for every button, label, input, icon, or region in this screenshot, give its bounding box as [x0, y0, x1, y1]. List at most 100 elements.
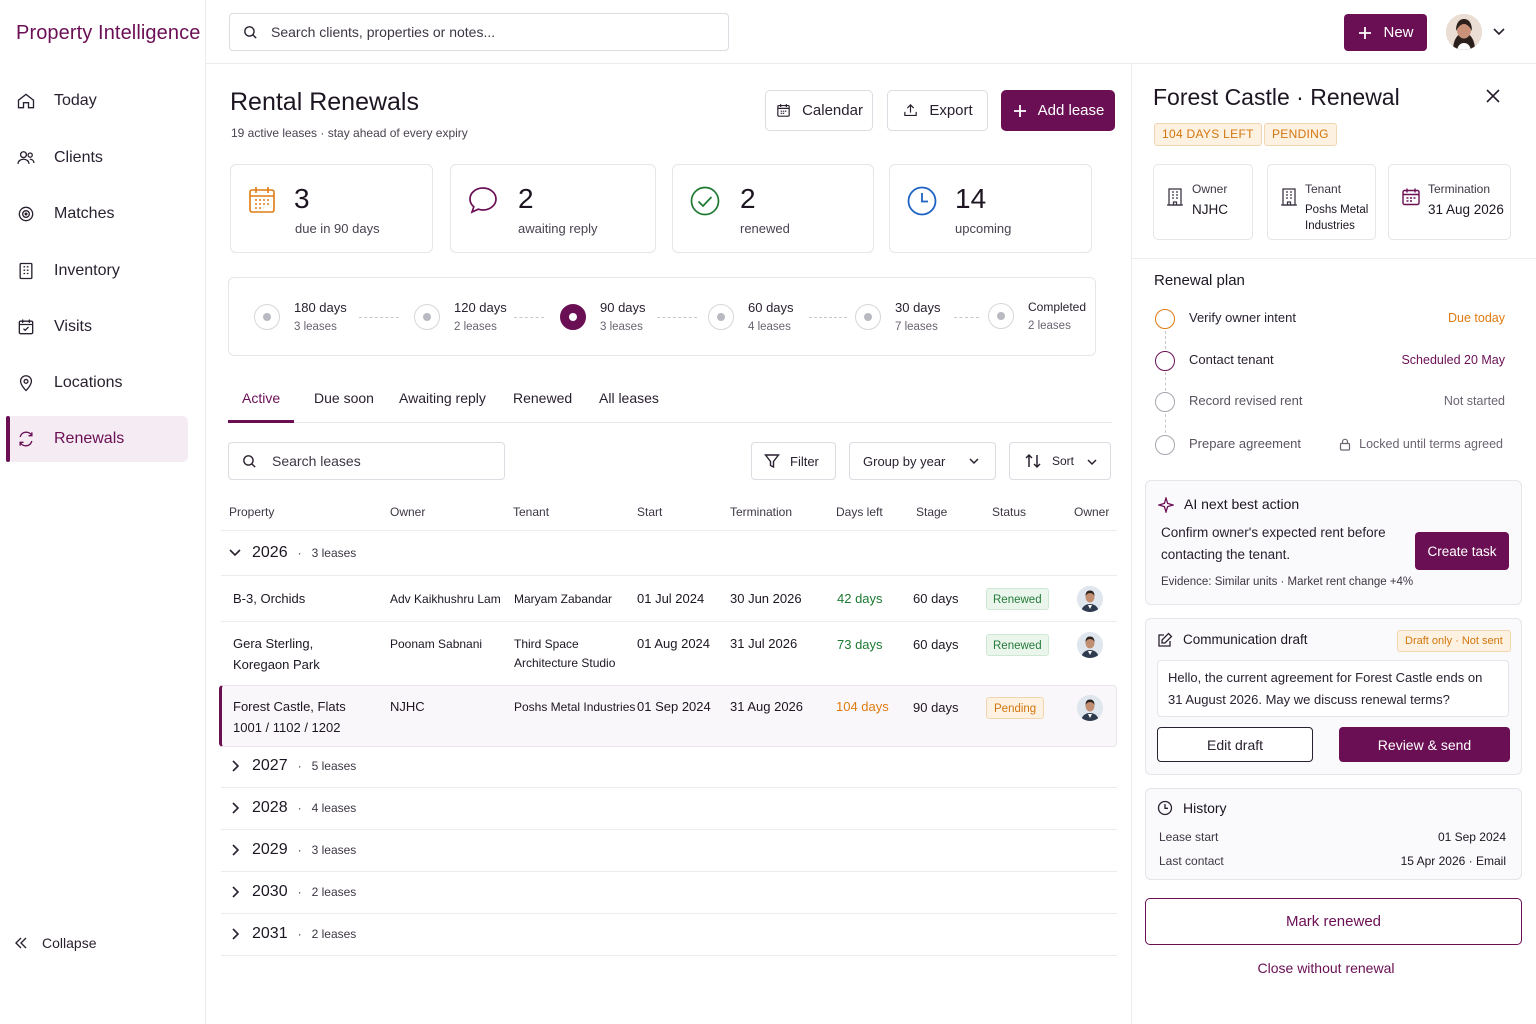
cell-property: Forest Castle, Flats [233, 699, 346, 714]
clock-icon [907, 186, 937, 216]
year-group-2026[interactable]: 2026 · 3 leases [228, 544, 356, 562]
sidebar-item-label: Locations [54, 374, 123, 391]
sidebar-item-clients[interactable]: Clients [6, 135, 188, 181]
column-header-start[interactable]: Start [637, 505, 663, 519]
close-icon[interactable] [1485, 88, 1501, 104]
column-header-tenant[interactable]: Tenant [513, 505, 550, 519]
add-lease-button[interactable]: Add lease [1001, 90, 1115, 131]
column-header-status[interactable]: Status [992, 505, 1027, 519]
user-avatar[interactable] [1446, 14, 1482, 50]
draft-message-box[interactable] [1157, 660, 1509, 717]
edit-draft-button[interactable]: Edit draft [1157, 727, 1313, 762]
stage-dot [708, 303, 734, 330]
global-search[interactable] [229, 13, 729, 51]
pipeline-stage-30[interactable]: 30 days 7 leases [855, 300, 941, 333]
year-group-2031[interactable]: 2031 · 2 leases [228, 925, 356, 943]
stat-card-renewed[interactable]: 2 renewed [672, 164, 874, 253]
table-divider [221, 871, 1117, 872]
year-group-2029[interactable]: 2029 · 3 leases [228, 841, 356, 859]
ai-card-text-line2: contacting the tenant. [1161, 547, 1291, 562]
pipeline-stage-180[interactable]: 180 days 3 leases [254, 300, 347, 333]
brand-logo[interactable]: Property Intelligence [16, 22, 201, 44]
pipeline-stage-60[interactable]: 60 days 4 leases [708, 300, 794, 333]
column-header-owner-agent[interactable]: Owner [1074, 505, 1110, 519]
group-separator: · [297, 885, 302, 899]
table-divider [221, 575, 1117, 576]
tab-all-leases[interactable]: All leases [599, 390, 659, 406]
collapse-button[interactable]: Collapse [14, 935, 96, 951]
sidebar-item-visits[interactable]: Visits [6, 304, 188, 350]
year-group-2027[interactable]: 2027 · 5 leases [228, 757, 356, 775]
group-count: 2 leases [311, 927, 357, 941]
group-by-select[interactable]: Group by year [849, 442, 996, 480]
table-row-selected[interactable] [219, 685, 1117, 747]
tab-due-soon[interactable]: Due soon [314, 390, 374, 406]
column-header-stage[interactable]: Stage [916, 505, 948, 519]
plan-step-contact-tenant[interactable]: Contact tenant Scheduled 20 May [1155, 350, 1505, 372]
new-button[interactable]: New [1344, 14, 1427, 51]
panel-divider [1131, 258, 1536, 259]
cell-termination: 30 Jun 2026 [730, 591, 802, 606]
step-label: Contact tenant [1189, 352, 1274, 367]
sidebar-item-matches[interactable]: Matches [6, 191, 188, 237]
agent-avatar[interactable] [1077, 695, 1103, 721]
owner-card[interactable]: Owner NJHC [1153, 164, 1253, 240]
termination-card[interactable]: Termination 31 Aug 2026 [1388, 164, 1511, 240]
tab-renewed[interactable]: Renewed [513, 390, 573, 406]
export-button[interactable]: Export [887, 90, 988, 131]
search-icon [243, 454, 256, 468]
lease-search-input[interactable] [272, 453, 492, 469]
tab-awaiting-reply[interactable]: Awaiting reply [399, 390, 486, 406]
plus-icon [1013, 104, 1026, 117]
step-circle [1155, 309, 1175, 329]
sidebar-item-label: Inventory [54, 262, 120, 279]
column-header-days-left[interactable]: Days left [836, 505, 883, 519]
agent-avatar[interactable] [1077, 632, 1103, 658]
stat-card-upcoming[interactable]: 14 upcoming [889, 164, 1092, 253]
sparkle-icon [1158, 497, 1174, 513]
sort-button[interactable]: Sort [1009, 442, 1111, 480]
year-group-2028[interactable]: 2028 · 4 leases [228, 799, 356, 817]
plan-step-verify-owner[interactable]: Verify owner intent Due today [1155, 308, 1505, 330]
sidebar-item-inventory[interactable]: Inventory [6, 248, 188, 294]
ai-card-title: AI next best action [1184, 496, 1300, 512]
step-circle [1155, 351, 1175, 371]
close-without-renewal-link[interactable]: Close without renewal [1257, 960, 1395, 976]
tenant-card[interactable]: Tenant Poshs Metal Industries [1267, 164, 1376, 240]
termination-label: Termination [1428, 182, 1491, 196]
column-header-termination[interactable]: Termination [730, 505, 793, 519]
sidebar [0, 0, 206, 1024]
calendar-button[interactable]: Calendar [765, 90, 873, 131]
sidebar-item-renewals[interactable]: Renewals [6, 416, 188, 462]
group-year: 2030 [252, 883, 288, 900]
filter-button[interactable]: Filter [751, 442, 836, 480]
lease-search[interactable] [228, 442, 505, 480]
stage-count: 3 leases [294, 321, 337, 333]
global-search-input[interactable] [271, 24, 691, 40]
tab-active[interactable]: Active [242, 390, 281, 406]
year-group-2030[interactable]: 2030 · 2 leases [228, 883, 356, 901]
sort-icon [1025, 453, 1041, 469]
sidebar-item-today[interactable]: Today [6, 78, 188, 124]
plan-step-record-rent[interactable]: Record revised rent Not started [1155, 391, 1505, 413]
chevron-down-icon[interactable] [1493, 27, 1505, 37]
history-value: 01 Sep 2024 [1437, 830, 1506, 844]
agent-avatar[interactable] [1077, 586, 1103, 612]
create-task-button[interactable]: Create task [1415, 532, 1509, 570]
pipeline-stage-90[interactable]: 90 days 3 leases [560, 300, 646, 333]
pipeline-stage-120[interactable]: 120 days 2 leases [414, 300, 507, 333]
cell-start: 01 Jul 2024 [637, 591, 705, 606]
pipeline-stage-completed[interactable]: Completed 2 leases [988, 300, 1086, 332]
stage-dot [254, 303, 280, 330]
stat-card-due[interactable]: 3 due in 90 days [230, 164, 433, 253]
sidebar-item-locations[interactable]: Locations [6, 360, 188, 406]
stat-card-awaiting[interactable]: 2 awaiting reply [450, 164, 656, 253]
review-send-button[interactable]: Review & send [1339, 727, 1510, 762]
chevron-down-icon [229, 549, 241, 557]
column-header-owner[interactable]: Owner [390, 505, 426, 519]
renewal-pipeline: 180 days 3 leases 120 days 2 leases 90 day… [228, 277, 1096, 356]
column-header-property[interactable]: Property [229, 505, 275, 519]
stat-label: awaiting reply [518, 221, 598, 236]
mark-renewed-button[interactable]: Mark renewed [1145, 898, 1522, 945]
plan-step-prepare-agreement[interactable]: Prepare agreement Locked until terms agr… [1155, 434, 1505, 456]
